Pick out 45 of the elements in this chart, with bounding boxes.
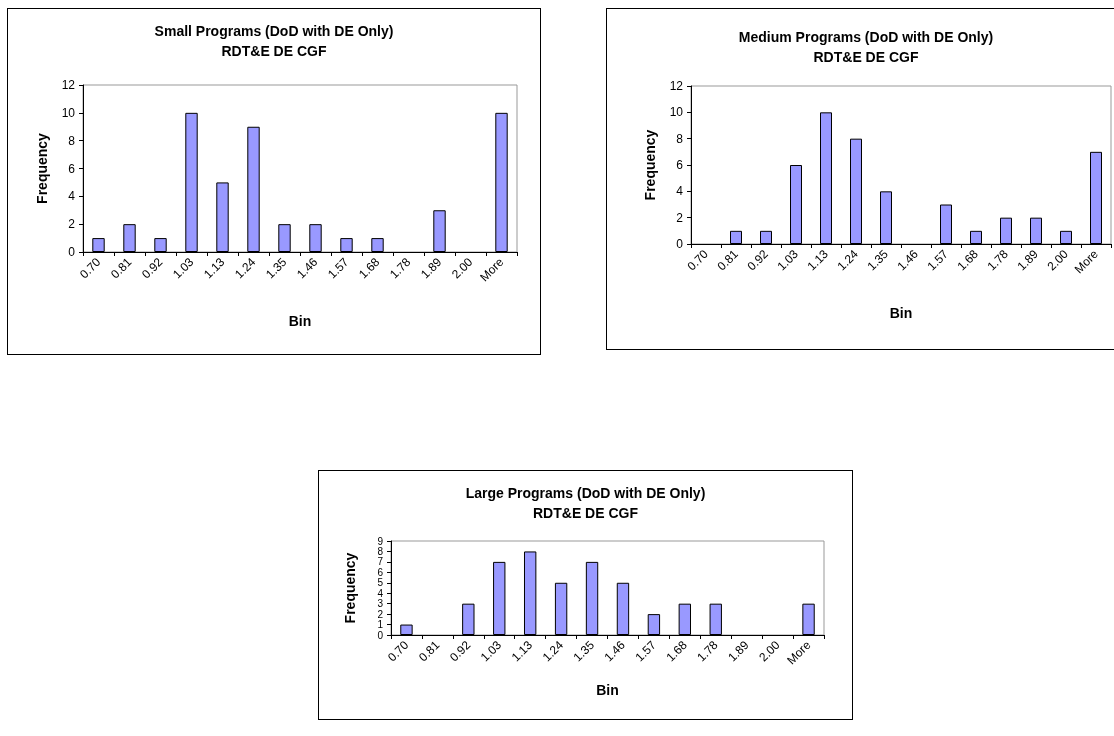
y-tick-label: 5: [377, 577, 384, 589]
y-tick-label: 0: [377, 629, 384, 641]
chart-subtitle: RDT&E DE CGF: [533, 505, 639, 521]
chart-title: Medium Programs (DoD with DE Only): [738, 29, 994, 45]
y-tick-label: 8: [68, 133, 76, 148]
y-tick-label: 10: [61, 105, 76, 120]
x-tick-label: 0.92: [446, 637, 474, 665]
x-tick-label: 0.81: [415, 637, 443, 665]
x-tick-label: 0.70: [385, 637, 412, 665]
y-tick-label: 0: [676, 237, 684, 251]
y-tick-label: 10: [669, 105, 684, 120]
x-tick-label: 0.92: [139, 254, 166, 282]
chart-title: Small Programs (DoD with DE Only): [154, 23, 394, 39]
y-tick-label: 3: [377, 598, 384, 610]
x-tick-label: 0.92: [744, 246, 772, 274]
y-tick-label: 8: [377, 545, 384, 557]
y-tick-label: 2: [377, 608, 384, 620]
y-tick-label: 9: [377, 535, 384, 547]
y-tick-label: 1: [377, 619, 384, 631]
x-axis-title: Bin: [288, 313, 312, 329]
y-tick-label: 7: [377, 556, 384, 568]
y-tick-label: 6: [676, 158, 684, 172]
y-axis-title: Frequency: [642, 129, 658, 201]
y-tick-label: 4: [68, 189, 76, 204]
y-tick-label: 8: [676, 131, 684, 146]
x-axis-title: Bin: [596, 682, 619, 698]
y-tick-label: 6: [68, 161, 76, 176]
y-axis-title: Frequency: [34, 132, 50, 204]
chart-subtitle: RDT&E DE CGF: [221, 43, 327, 59]
y-tick-label: 2: [676, 210, 684, 225]
y-tick-label: 12: [669, 79, 684, 93]
x-tick-label: 0.81: [714, 246, 742, 274]
y-tick-label: 6: [377, 566, 384, 578]
x-tick-label: 0.81: [108, 254, 135, 282]
x-axis-title: Bin: [889, 305, 913, 321]
chart-title: Large Programs (DoD with DE Only): [465, 485, 706, 501]
x-tick-label: 0.70: [77, 254, 104, 282]
y-tick-label: 4: [676, 184, 684, 199]
y-tick-label: 12: [61, 78, 76, 92]
y-axis-title: Frequency: [342, 552, 358, 624]
y-tick-label: 2: [68, 217, 76, 232]
x-tick-label: 0.70: [684, 246, 712, 274]
chart-subtitle: RDT&E DE CGF: [813, 49, 919, 65]
y-tick-label: 4: [377, 587, 384, 599]
y-tick-label: 0: [68, 245, 76, 259]
